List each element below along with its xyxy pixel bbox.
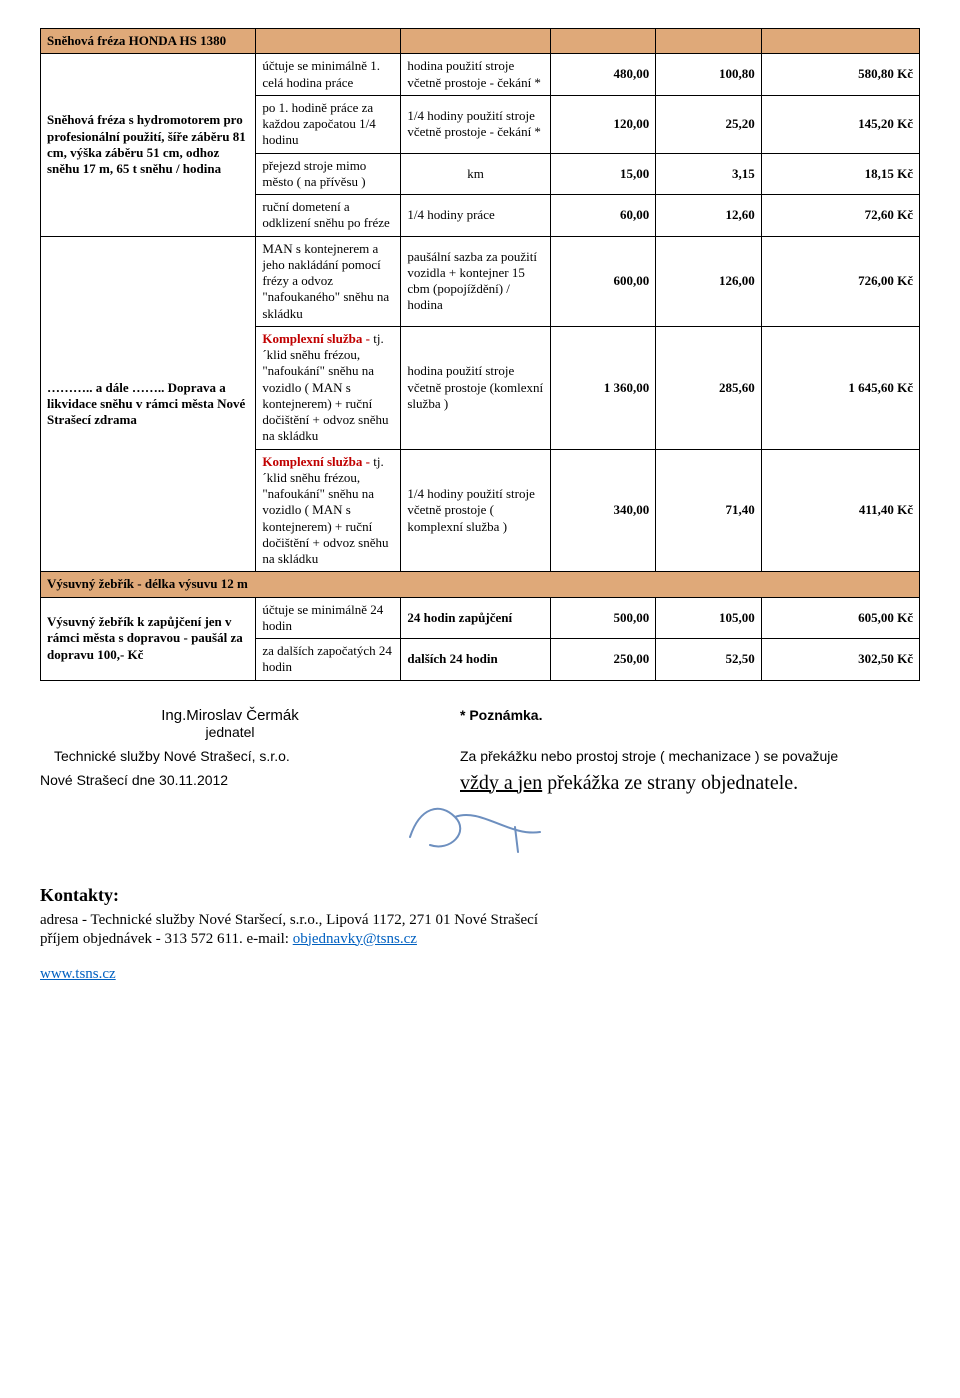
cell-value: 25,20	[656, 95, 761, 153]
contacts-title: Kontakty:	[40, 885, 920, 906]
cell-value: 726,00 Kč	[761, 236, 919, 326]
cell-text: 1/4 hodiny použití stroje včetně prostoj…	[401, 449, 550, 572]
section-header-row: Výsuvný žebřík - délka výsuvu 12 m	[41, 572, 920, 597]
cell-text: paušální sazba za použití vozidla + kont…	[401, 236, 550, 326]
table-title: Sněhová fréza HONDA HS 1380	[41, 29, 256, 54]
cell-value: 250,00	[550, 639, 655, 681]
table-row: Výsuvný žebřík k zapůjčení jen v rámci m…	[41, 597, 920, 639]
contacts-orders-prefix: příjem objednávek - 313 572 611. e-mail:	[40, 931, 293, 947]
cell-text: MAN s kontejnerem a jeho nakládání pomoc…	[256, 236, 401, 326]
table-row: Sněhová fréza s hydromotorem pro profesi…	[41, 54, 920, 96]
cell-value: 302,50 Kč	[761, 639, 919, 681]
cell-value: 600,00	[550, 236, 655, 326]
row-desc: Výsuvný žebřík k zapůjčení jen v rámci m…	[41, 597, 256, 680]
table-row: ……….. a dále …….. Doprava a likvidace sn…	[41, 236, 920, 326]
signature-name: Ing.Miroslav Čermák	[40, 707, 420, 724]
cell-value: 71,40	[656, 449, 761, 572]
cell-value: 18,15 Kč	[761, 153, 919, 195]
cell-text: za dalších započatých 24 hodin	[256, 639, 401, 681]
contacts-email-link[interactable]: objednavky@tsns.cz	[293, 931, 417, 947]
cell-value: 3,15	[656, 153, 761, 195]
cell-value: 1 360,00	[550, 326, 655, 449]
cell-text: 1/4 hodiny práce	[401, 195, 550, 237]
signature-icon	[400, 797, 560, 857]
cell-value: 60,00	[550, 195, 655, 237]
cell-text: 24 hodin zapůjčení	[401, 597, 550, 639]
cell-value: 15,00	[550, 153, 655, 195]
cell-text: Komplexní služba - tj. ´klid sněhu frézo…	[256, 326, 401, 449]
date-line: Nové Strašecí dne 30.11.2012	[40, 772, 228, 788]
cell-value: 1 645,60 Kč	[761, 326, 919, 449]
cell-value: 100,80	[656, 54, 761, 96]
cell-value: 480,00	[550, 54, 655, 96]
cell-value: 500,00	[550, 597, 655, 639]
cell-text: hodina použití stroje včetně prostoje - …	[401, 54, 550, 96]
cell-value: 120,00	[550, 95, 655, 153]
cell-text: účtuje se minimálně 1. celá hodina práce	[256, 54, 401, 96]
cell-value: 605,00 Kč	[761, 597, 919, 639]
cell-value: 145,20 Kč	[761, 95, 919, 153]
cell-value: 72,60 Kč	[761, 195, 919, 237]
cell-text: po 1. hodině práce za každou započatou 1…	[256, 95, 401, 153]
cell-text-rest: tj. ´klid sněhu frézou, "nafoukání" sněh…	[262, 331, 388, 444]
cell-value: 580,80 Kč	[761, 54, 919, 96]
cell-text: 1/4 hodiny použití stroje včetně prostoj…	[401, 95, 550, 153]
cell-text: dalších 24 hodin	[401, 639, 550, 681]
note-text: Za překážku nebo prostoj stroje ( mechan…	[460, 748, 838, 764]
company-name: Technické služby Nové Strašecí, s.r.o.	[54, 748, 290, 764]
note-big-rest: překážka ze strany objednatele.	[542, 772, 798, 794]
cell-text: hodina použití stroje včetně prostoje (k…	[401, 326, 550, 449]
cell-value: 126,00	[656, 236, 761, 326]
footer: Ing.Miroslav Čermák jednatel * Poznámka.…	[40, 707, 920, 857]
cell-value: 105,00	[656, 597, 761, 639]
row-desc: Sněhová fréza s hydromotorem pro profesi…	[41, 54, 256, 236]
cell-value: 12,60	[656, 195, 761, 237]
row-desc: ……….. a dále …….. Doprava a likvidace sn…	[41, 236, 256, 572]
cell-text: ruční dometení a odklizení sněhu po fréz…	[256, 195, 401, 237]
signature-role: jednatel	[40, 724, 420, 740]
note-big-underline: vždy a jen	[460, 772, 542, 794]
note-title: * Poznámka.	[460, 707, 542, 723]
cell-value: 411,40 Kč	[761, 449, 919, 572]
price-table: Sněhová fréza HONDA HS 1380 Sněhová fréz…	[40, 28, 920, 681]
cell-text-red: Komplexní služba -	[262, 454, 370, 469]
cell-text: účtuje se minimálně 24 hodin	[256, 597, 401, 639]
cell-value: 340,00	[550, 449, 655, 572]
cell-text-rest: tj. ´klid sněhu frézou, "nafoukání" sněh…	[262, 454, 388, 567]
table-header-row: Sněhová fréza HONDA HS 1380	[41, 29, 920, 54]
contacts-web-link[interactable]: www.tsns.cz	[40, 966, 116, 982]
cell-value: 52,50	[656, 639, 761, 681]
section-title: Výsuvný žebřík - délka výsuvu 12 m	[41, 572, 920, 597]
cell-text: km	[401, 153, 550, 195]
contacts: Kontakty: adresa - Technické služby Nové…	[40, 885, 920, 983]
contacts-orders: příjem objednávek - 313 572 611. e-mail:…	[40, 931, 920, 948]
cell-text: Komplexní služba - tj. ´klid sněhu frézo…	[256, 449, 401, 572]
contacts-address: adresa - Technické služby Nové Staršecí,…	[40, 912, 920, 929]
cell-value: 285,60	[656, 326, 761, 449]
cell-text-red: Komplexní služba -	[262, 331, 370, 346]
cell-text: přejezd stroje mimo město ( na přívěsu )	[256, 153, 401, 195]
